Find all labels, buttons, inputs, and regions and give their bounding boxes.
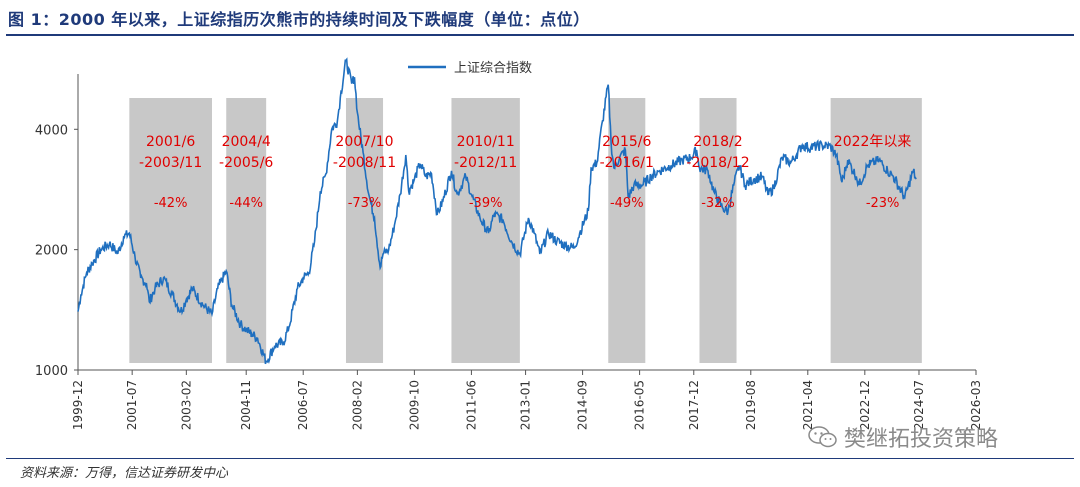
bear-market-shade bbox=[345, 98, 384, 363]
bear-market-labels: 2001/6 -2003/11 -42% 2004/4 -2005/6 -44% 2007/… bbox=[139, 134, 911, 211]
bear-market-shade bbox=[226, 98, 267, 363]
bear-market-period-label: 2022年以来 bbox=[834, 134, 912, 150]
wechat-icon bbox=[808, 426, 837, 448]
bear-market-period-label: -2003/11 bbox=[139, 155, 202, 171]
x-tick-label: 2013-01 bbox=[519, 380, 533, 430]
bear-market-drawdown-label: -44% bbox=[229, 196, 263, 211]
axes: 1000 2000 4000 1999-12 2001-07 2003-02 2004-11… bbox=[35, 74, 983, 430]
bear-market-period-label: -2005/6 bbox=[219, 155, 273, 171]
bear-market-period-label: 2007/10 bbox=[335, 134, 393, 150]
x-tick-label: 2019-08 bbox=[744, 380, 758, 430]
x-tick-label: 2011-06 bbox=[464, 380, 478, 430]
x-tick-label: 2009-10 bbox=[407, 380, 421, 430]
bear-market-drawdown-label: -42% bbox=[154, 196, 188, 211]
bear-market-drawdown-label: -73% bbox=[348, 196, 382, 211]
source-rule bbox=[6, 458, 1074, 459]
line-chart: 1000 2000 4000 1999-12 2001-07 2003-02 2004-11… bbox=[35, 57, 983, 430]
x-tick-label: 2017-12 bbox=[687, 380, 701, 430]
x-tick-label: 2024-07 bbox=[912, 380, 926, 430]
bear-market-drawdown-label: -23% bbox=[866, 196, 900, 211]
bear-market-period-label: -2016/1 bbox=[600, 155, 654, 171]
y-tick-label: 4000 bbox=[35, 123, 68, 138]
y-tick-label: 1000 bbox=[35, 364, 68, 379]
bear-market-shades bbox=[129, 98, 922, 363]
series-line bbox=[77, 57, 917, 365]
bear-market-drawdown-label: -32% bbox=[701, 196, 735, 211]
x-tick-label: 2006-07 bbox=[296, 380, 310, 430]
bear-market-period-label: 2010/11 bbox=[457, 134, 515, 150]
bear-market-period-label: -2012/11 bbox=[454, 155, 517, 171]
bear-market-drawdown-label: -39% bbox=[469, 196, 503, 211]
bear-market-period-label: -2018/12 bbox=[686, 155, 749, 171]
bear-market-drawdown-label: -49% bbox=[610, 196, 644, 211]
x-tick-label: 2026-03 bbox=[969, 380, 983, 430]
title-rule bbox=[6, 34, 1074, 36]
legend-label: 上证综合指数 bbox=[454, 61, 532, 76]
bear-market-shade bbox=[830, 98, 922, 363]
figure-title: 图 1：2000 年以来，上证综指历次熊市的持续时间及下跌幅度（单位：点位） bbox=[8, 10, 590, 29]
x-tick-label: 2021-04 bbox=[801, 380, 815, 430]
bear-market-period-label: -2008/11 bbox=[333, 155, 396, 171]
x-tick-label: 2016-05 bbox=[633, 380, 647, 430]
y-tick-label: 2000 bbox=[35, 244, 68, 259]
bear-market-period-label: 2004/4 bbox=[222, 134, 271, 150]
x-tick-label: 2008-02 bbox=[350, 380, 364, 430]
x-tick-label: 2004-11 bbox=[239, 380, 253, 430]
watermark: 樊继拓投资策略 bbox=[808, 421, 998, 453]
watermark-text: 樊继拓投资策略 bbox=[844, 427, 999, 452]
legend: 上证综合指数 bbox=[408, 61, 532, 76]
x-tick-label: 2001-07 bbox=[125, 380, 139, 430]
bear-market-shade bbox=[608, 98, 646, 363]
x-tick-label: 2003-02 bbox=[179, 380, 193, 430]
bear-market-period-label: 2015/6 bbox=[602, 134, 651, 150]
bear-market-period-label: 2001/6 bbox=[146, 134, 195, 150]
source-note: 资料来源：万得，信达证券研发中心 bbox=[20, 466, 229, 481]
bear-market-shade bbox=[129, 98, 212, 363]
x-tick-label: 2014-09 bbox=[576, 380, 590, 430]
x-tick-label: 2022-12 bbox=[858, 380, 872, 430]
bear-market-shade bbox=[699, 98, 737, 363]
x-tick-label: 1999-12 bbox=[71, 380, 85, 430]
bear-market-period-label: 2018/2 bbox=[693, 134, 742, 150]
